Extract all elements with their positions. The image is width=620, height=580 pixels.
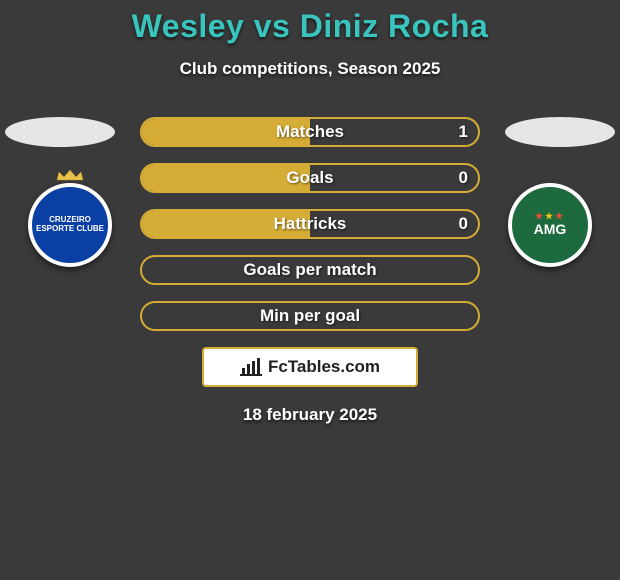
stat-row: Goals 0 bbox=[140, 163, 480, 193]
stat-row: Hattricks 0 bbox=[140, 209, 480, 239]
player-left-silhouette bbox=[5, 117, 115, 147]
crown-icon bbox=[55, 169, 85, 181]
stat-value-right: 0 bbox=[459, 211, 468, 237]
stat-value-right: 0 bbox=[459, 165, 468, 191]
stat-rows: Matches 1 Goals 0 Hattricks 0 Goals per … bbox=[140, 117, 480, 331]
club-badge-right: ★★★ AMG bbox=[500, 169, 600, 259]
stat-value-right: 1 bbox=[459, 119, 468, 145]
stat-row: Min per goal bbox=[140, 301, 480, 331]
stat-row: Matches 1 bbox=[140, 117, 480, 147]
club-badge-left: CRUZEIRO ESPORTE CLUBE bbox=[20, 169, 120, 259]
subtitle: Club competitions, Season 2025 bbox=[0, 59, 620, 79]
brand-box[interactable]: FcTables.com bbox=[202, 347, 418, 387]
brand-text: FcTables.com bbox=[268, 357, 380, 377]
stat-label: Min per goal bbox=[142, 303, 478, 329]
stat-label: Matches bbox=[142, 119, 478, 145]
player-right-silhouette bbox=[505, 117, 615, 147]
club-right-label: AMG bbox=[534, 222, 567, 237]
page-title: Wesley vs Diniz Rocha bbox=[0, 8, 620, 45]
stat-label: Goals bbox=[142, 165, 478, 191]
club-left-label: CRUZEIRO ESPORTE CLUBE bbox=[32, 216, 108, 234]
date-label: 18 february 2025 bbox=[0, 405, 620, 425]
stat-label: Goals per match bbox=[142, 257, 478, 283]
stat-label: Hattricks bbox=[142, 211, 478, 237]
stat-row: Goals per match bbox=[140, 255, 480, 285]
bar-chart-icon bbox=[240, 358, 262, 376]
